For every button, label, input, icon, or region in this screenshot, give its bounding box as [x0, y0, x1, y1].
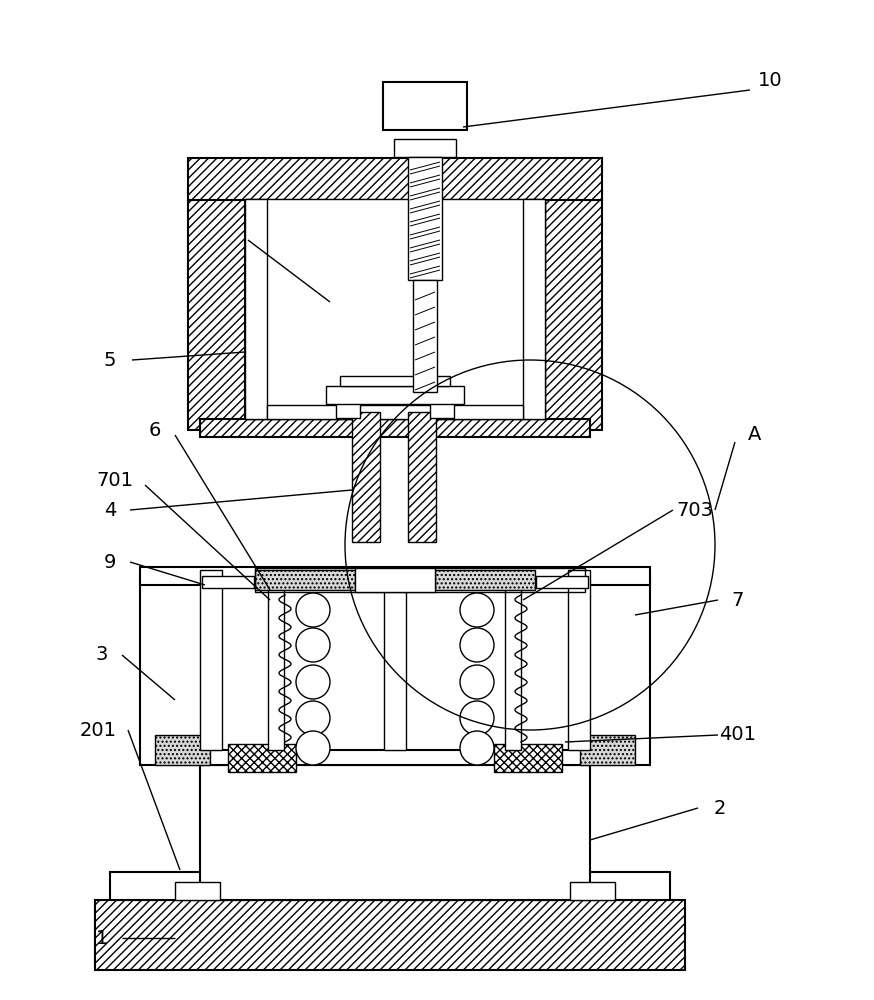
Text: 201: 201	[80, 720, 116, 740]
Circle shape	[296, 665, 330, 699]
Bar	[228, 744, 296, 772]
Text: 1: 1	[96, 928, 108, 948]
Circle shape	[460, 731, 494, 765]
Bar	[175, 882, 220, 900]
Bar	[268, 575, 284, 750]
Bar	[245, 199, 267, 419]
Bar	[580, 735, 635, 765]
Text: 703: 703	[676, 500, 713, 520]
Text: 7: 7	[732, 590, 744, 609]
Bar	[326, 386, 464, 404]
Text: 5: 5	[104, 351, 116, 369]
Circle shape	[460, 593, 494, 627]
Bar	[202, 576, 254, 588]
Bar	[200, 419, 590, 437]
Bar	[570, 882, 615, 900]
Circle shape	[296, 701, 330, 735]
Bar	[140, 567, 650, 585]
Text: 4: 4	[104, 500, 116, 520]
Text: 10: 10	[758, 70, 782, 90]
Bar	[413, 280, 437, 392]
Circle shape	[296, 593, 330, 627]
Bar	[200, 570, 222, 750]
Bar	[523, 199, 545, 419]
Circle shape	[460, 701, 494, 735]
Bar	[110, 872, 670, 900]
Text: A: A	[748, 426, 761, 444]
Bar	[188, 158, 602, 200]
Bar	[255, 570, 355, 590]
Bar	[588, 575, 650, 765]
Bar	[95, 900, 685, 970]
Circle shape	[460, 665, 494, 699]
Bar	[352, 412, 380, 542]
Bar	[408, 157, 442, 280]
Bar	[188, 190, 245, 430]
Text: 9: 9	[104, 552, 116, 572]
Bar	[340, 376, 450, 386]
Text: 2: 2	[714, 798, 726, 818]
Circle shape	[460, 628, 494, 662]
Bar	[494, 744, 562, 772]
Bar	[545, 190, 602, 430]
Bar	[384, 575, 406, 750]
Bar	[336, 400, 360, 418]
Bar	[536, 576, 588, 588]
Circle shape	[296, 731, 330, 765]
Text: 6: 6	[149, 420, 161, 440]
Bar	[430, 400, 454, 418]
Bar	[155, 735, 210, 765]
Bar	[408, 412, 436, 542]
Bar	[383, 82, 467, 130]
Bar	[394, 139, 456, 157]
Bar	[200, 765, 590, 900]
Bar	[267, 405, 523, 419]
Bar	[568, 570, 590, 750]
Bar	[505, 575, 521, 750]
Bar	[255, 568, 585, 592]
Bar	[435, 570, 535, 590]
Bar	[200, 750, 590, 765]
Text: 3: 3	[96, 646, 108, 664]
Bar	[140, 575, 202, 765]
Bar	[355, 568, 435, 592]
Bar	[245, 199, 545, 419]
Text: 701: 701	[96, 471, 134, 489]
Text: 401: 401	[719, 726, 757, 744]
Circle shape	[296, 628, 330, 662]
